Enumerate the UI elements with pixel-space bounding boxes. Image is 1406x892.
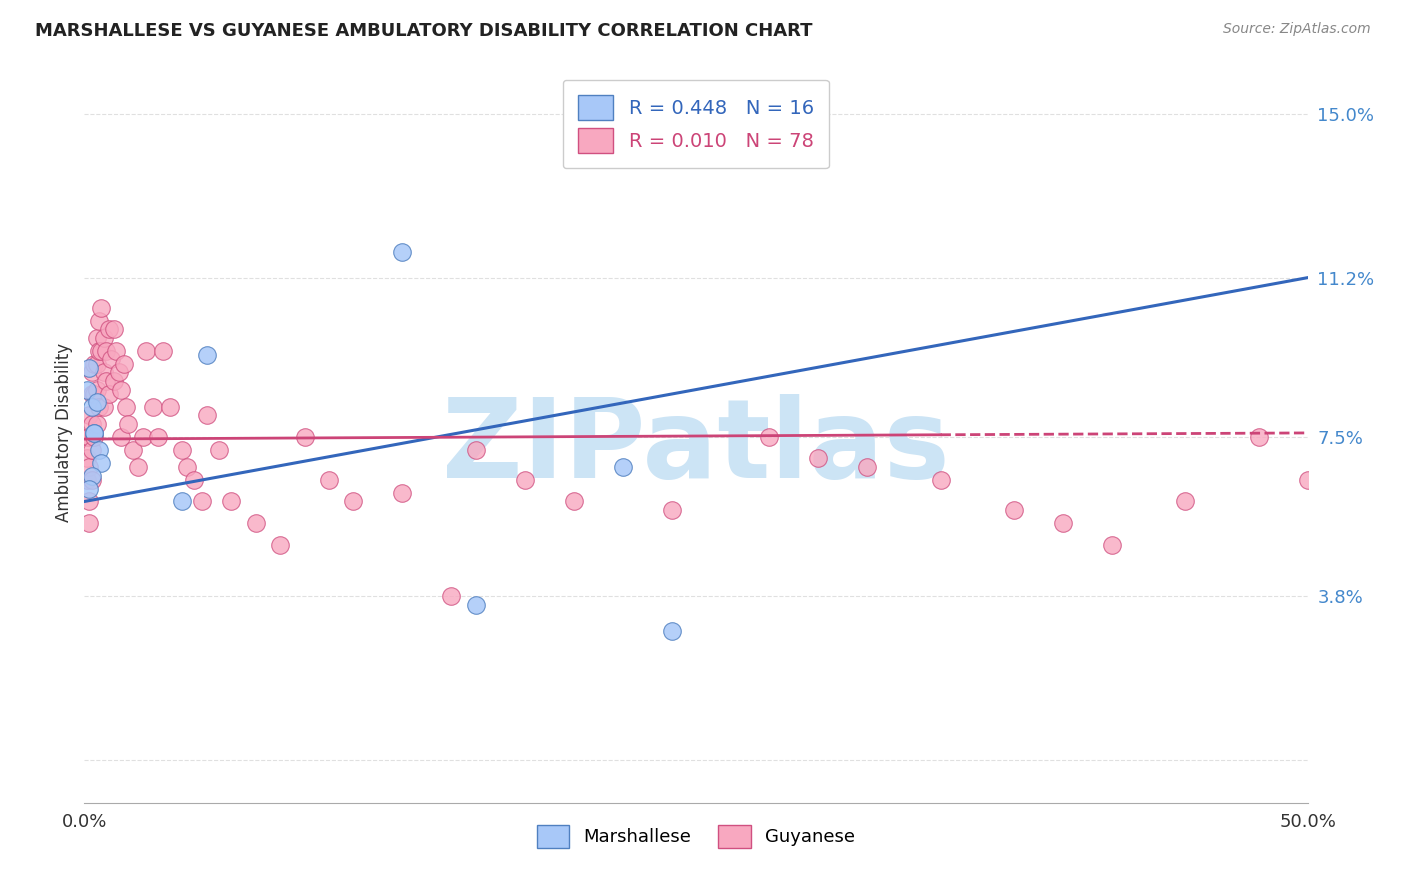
- Point: [83, 425, 105, 440]
- Point: [77, 361, 100, 376]
- Point: [86, 331, 108, 345]
- Point: [86, 357, 108, 371]
- Point: [294, 430, 316, 444]
- Point: [87, 343, 110, 358]
- Point: [86, 417, 108, 431]
- Point: [183, 473, 205, 487]
- Point: [132, 430, 155, 444]
- Point: [103, 322, 125, 336]
- Point: [80, 442, 103, 457]
- Point: [87, 400, 110, 414]
- Point: [87, 314, 110, 328]
- Point: [76, 451, 98, 466]
- Point: [115, 400, 138, 414]
- Point: [77, 494, 100, 508]
- Point: [93, 400, 115, 414]
- Point: [76, 430, 98, 444]
- Point: [107, 365, 129, 379]
- Point: [1002, 503, 1025, 517]
- Point: [112, 357, 135, 371]
- Point: [86, 395, 108, 409]
- Point: [269, 537, 291, 551]
- Point: [90, 301, 112, 315]
- Point: [77, 430, 100, 444]
- Point: [80, 473, 103, 487]
- Point: [342, 494, 364, 508]
- Point: [87, 442, 110, 457]
- Point: [80, 417, 103, 431]
- Point: [83, 357, 105, 371]
- Point: [122, 442, 145, 457]
- Point: [77, 409, 100, 423]
- Point: [391, 486, 413, 500]
- Point: [80, 468, 103, 483]
- Point: [1174, 494, 1197, 508]
- Point: [100, 352, 122, 367]
- Point: [440, 589, 463, 603]
- Text: ZIPatlas: ZIPatlas: [441, 394, 950, 501]
- Point: [612, 460, 634, 475]
- Point: [96, 374, 118, 388]
- Point: [86, 383, 108, 397]
- Point: [1052, 516, 1074, 530]
- Point: [83, 425, 105, 440]
- Point: [1101, 537, 1123, 551]
- Point: [80, 400, 103, 414]
- Point: [1296, 473, 1319, 487]
- Point: [142, 400, 165, 414]
- Point: [208, 442, 231, 457]
- Point: [807, 451, 830, 466]
- Point: [172, 494, 194, 508]
- Point: [103, 374, 125, 388]
- Point: [856, 460, 879, 475]
- Point: [391, 244, 413, 259]
- Point: [152, 343, 174, 358]
- Point: [97, 387, 120, 401]
- Point: [176, 460, 198, 475]
- Point: [191, 494, 214, 508]
- Text: MARSHALLESE VS GUYANESE AMBULATORY DISABILITY CORRELATION CHART: MARSHALLESE VS GUYANESE AMBULATORY DISAB…: [35, 22, 813, 40]
- Point: [513, 473, 536, 487]
- Point: [97, 322, 120, 336]
- Point: [318, 473, 340, 487]
- Point: [83, 430, 105, 444]
- Point: [172, 442, 194, 457]
- Text: Source: ZipAtlas.com: Source: ZipAtlas.com: [1223, 22, 1371, 37]
- Point: [464, 598, 486, 612]
- Point: [661, 503, 683, 517]
- Point: [117, 417, 139, 431]
- Point: [76, 383, 98, 397]
- Point: [110, 430, 132, 444]
- Point: [110, 383, 132, 397]
- Point: [127, 460, 149, 475]
- Point: [77, 482, 100, 496]
- Point: [80, 387, 103, 401]
- Point: [1247, 430, 1270, 444]
- Point: [83, 387, 105, 401]
- Point: [90, 456, 112, 470]
- Point: [195, 409, 218, 423]
- Point: [195, 348, 218, 362]
- Point: [758, 430, 780, 444]
- Point: [76, 473, 98, 487]
- Point: [96, 343, 118, 358]
- Point: [245, 516, 267, 530]
- Point: [105, 343, 128, 358]
- Point: [90, 343, 112, 358]
- Y-axis label: Ambulatory Disability: Ambulatory Disability: [55, 343, 73, 522]
- Point: [77, 460, 100, 475]
- Point: [93, 365, 115, 379]
- Point: [135, 343, 157, 358]
- Point: [159, 400, 181, 414]
- Point: [146, 430, 169, 444]
- Point: [77, 516, 100, 530]
- Point: [93, 331, 115, 345]
- Point: [80, 365, 103, 379]
- Point: [661, 624, 683, 638]
- Point: [464, 442, 486, 457]
- Point: [219, 494, 242, 508]
- Legend: Marshallese, Guyanese: Marshallese, Guyanese: [524, 812, 868, 861]
- Point: [929, 473, 952, 487]
- Point: [562, 494, 585, 508]
